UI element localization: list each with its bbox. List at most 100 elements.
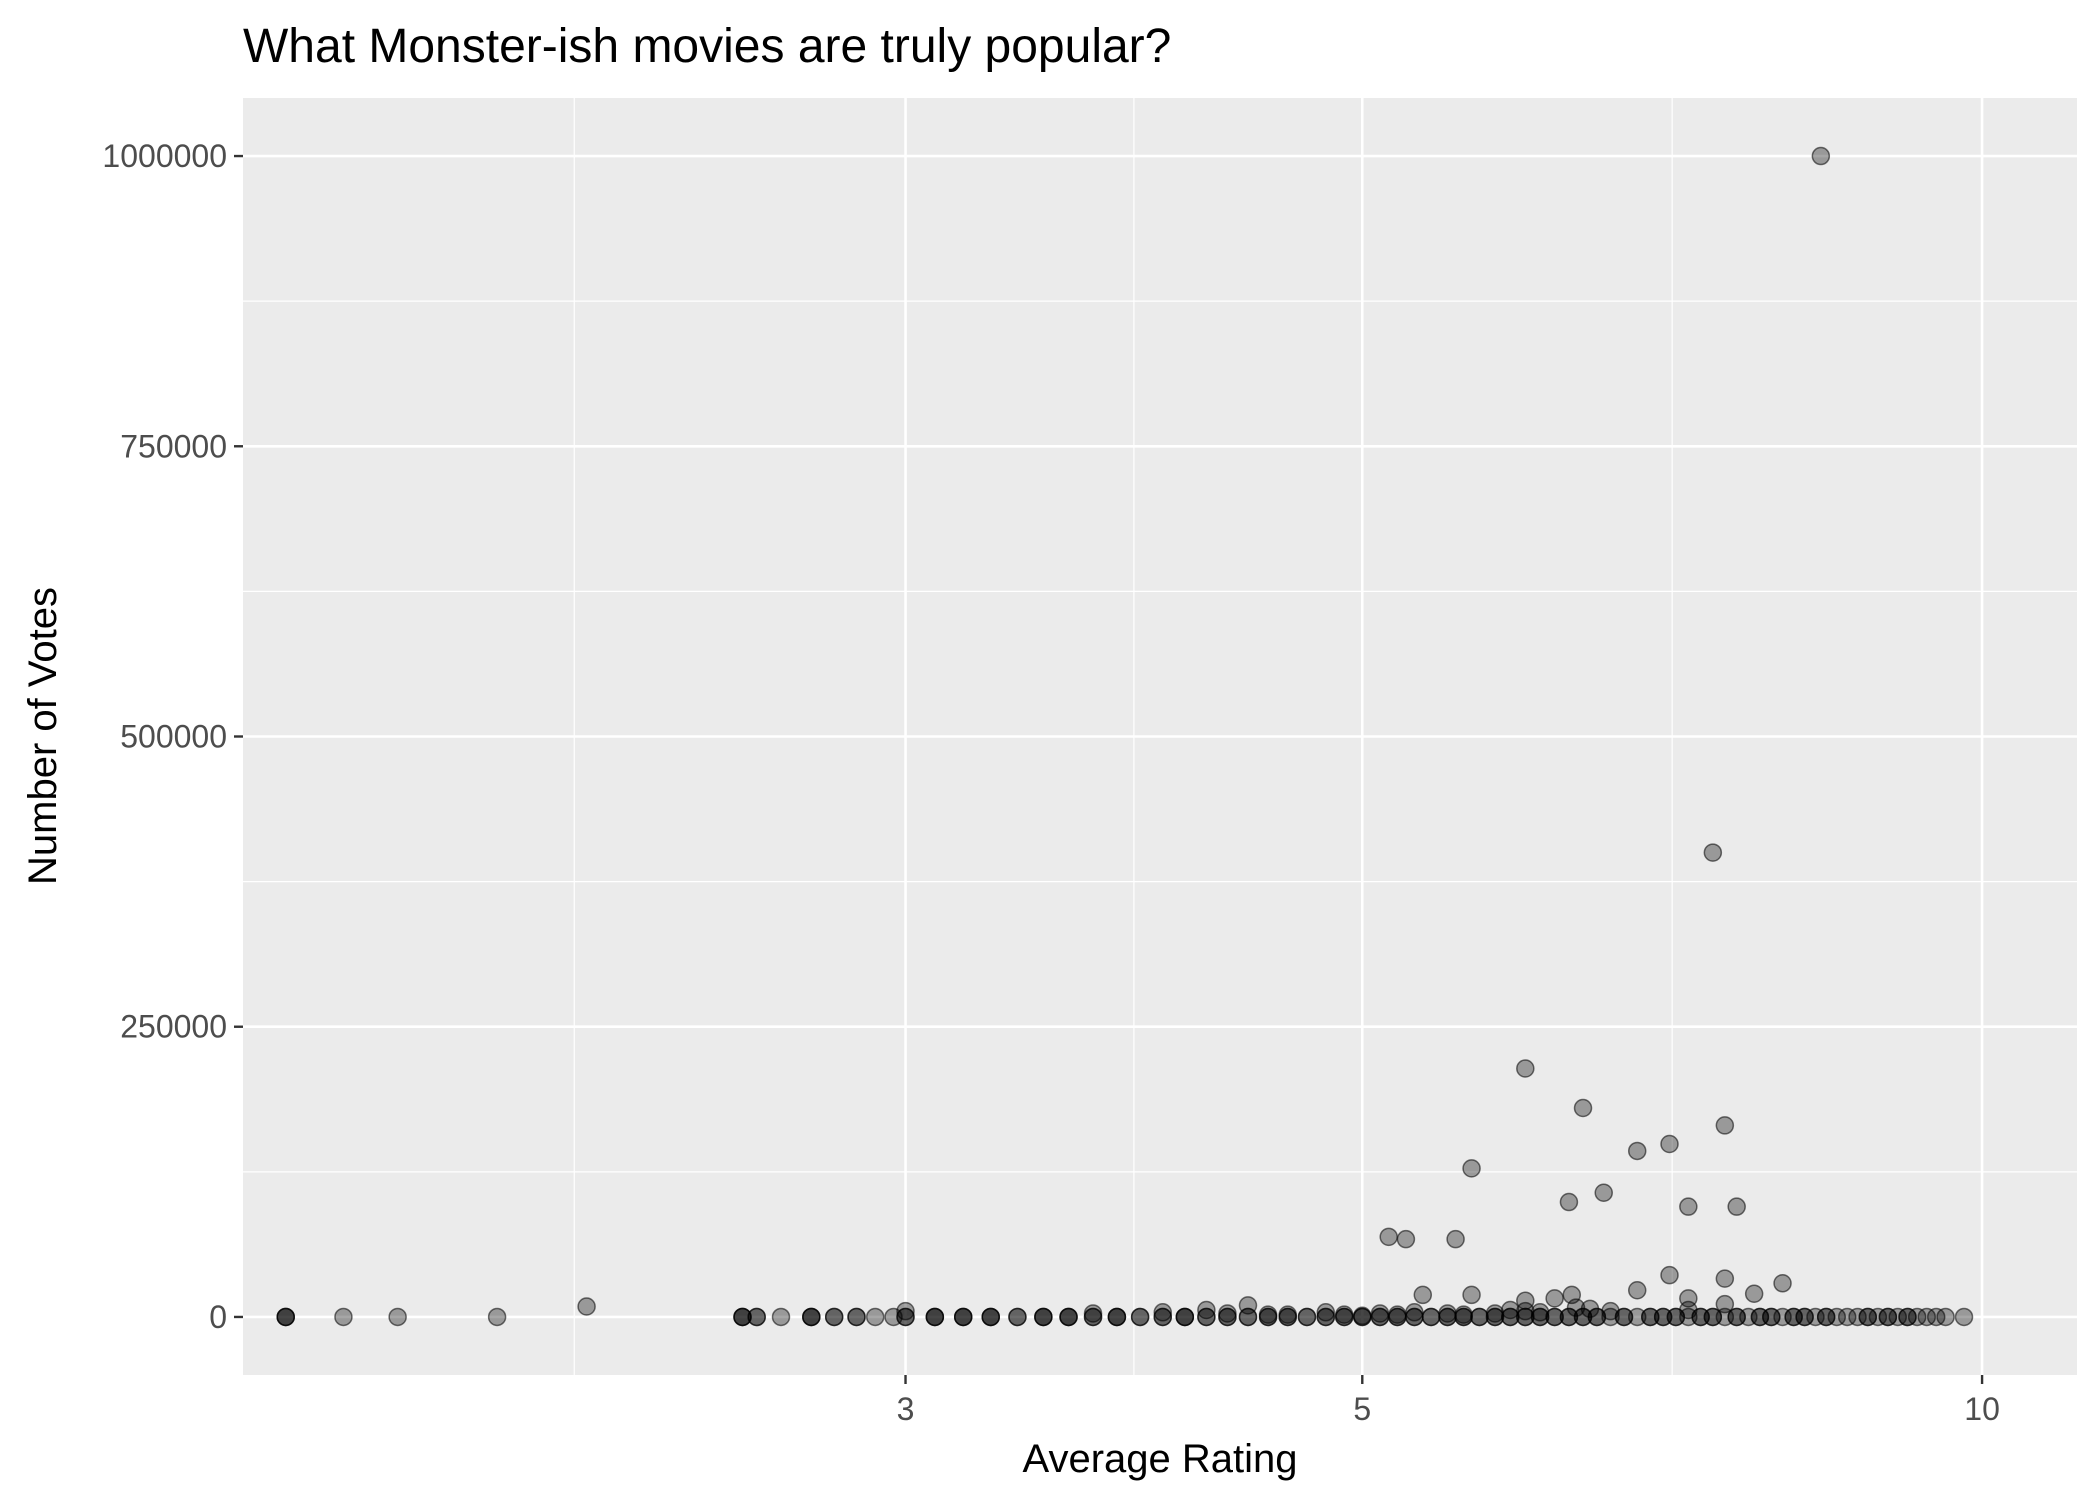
data-point [1868,1307,1888,1327]
data-point [1907,1307,1927,1327]
y-tick-label: 500000 [120,719,227,755]
data-point [1878,1307,1898,1327]
data-point [1888,1307,1907,1327]
data-point [1936,1307,1955,1327]
data-point [334,1307,353,1327]
data-point [1258,1305,1278,1324]
data-point [802,1307,821,1327]
data-point [1379,1227,1398,1247]
data-point [1559,1307,1579,1327]
data-point [1715,1294,1735,1314]
data-point [1954,1307,1974,1327]
x-tick-label: 10 [1964,1391,2000,1427]
data-point [1641,1307,1660,1327]
data-point [1545,1307,1564,1327]
data-point [925,1307,945,1327]
data-point [1316,1303,1336,1322]
data-point [824,1307,844,1327]
data-point [1660,1134,1679,1154]
data-point [1370,1304,1390,1323]
major-gridlines [243,98,2077,1375]
data-point [1083,1304,1103,1323]
data-point [1653,1307,1673,1327]
y-axis-title: Number of Votes [21,587,65,885]
data-point [1530,1307,1550,1327]
data-point [1334,1305,1354,1324]
data-point [1516,1059,1535,1078]
data-point [1679,1197,1698,1216]
data-point [1485,1304,1505,1323]
data-point [1627,1307,1647,1327]
data-point [388,1307,407,1327]
data-point [276,1307,295,1327]
data-point [1197,1300,1216,1320]
data-point [1516,1291,1535,1310]
data-point [1454,1305,1473,1324]
data-point [1438,1304,1457,1323]
data-points [276,146,1974,1327]
x-tick-label: 5 [1353,1391,1371,1427]
data-point [1353,1306,1372,1326]
data-point [1811,146,1831,166]
data-point [1470,1307,1489,1327]
data-point [865,1307,885,1327]
data-point [1926,1307,1946,1327]
data-point [733,1307,752,1327]
y-axis: 0 250000 500000 750000 1000000 [102,138,243,1335]
data-point [1530,1303,1550,1322]
data-point [577,1297,596,1316]
data-point [1278,1305,1297,1324]
data-point [1238,1296,1258,1315]
x-axis-title: Average Rating [1023,1437,1298,1481]
data-point [847,1307,866,1327]
data-point [1421,1307,1441,1327]
data-point [1573,1098,1593,1118]
data-point [1806,1307,1825,1327]
data-point [1614,1307,1634,1327]
data-point [896,1301,915,1321]
data-point [1627,1141,1647,1161]
data-point [1773,1274,1792,1293]
data-point [1848,1307,1867,1327]
data-point [771,1307,791,1327]
data-point [1462,1159,1481,1178]
data-point [1601,1301,1620,1321]
data-point [1744,1284,1764,1303]
data-point [1594,1183,1613,1202]
x-axis: 3 5 10 [897,1375,2000,1427]
data-point [1837,1307,1857,1327]
data-point [1715,1116,1735,1135]
data-point [1153,1307,1173,1327]
data-point [1715,1269,1735,1288]
y-tick-label: 1000000 [102,138,227,174]
data-point [1601,1307,1620,1327]
y-tick-label: 0 [209,1299,227,1335]
data-point [953,1307,973,1327]
data-point [1858,1307,1878,1327]
data-point [1130,1307,1150,1327]
data-point [1405,1303,1424,1322]
data-point [1153,1303,1173,1322]
data-point [1388,1305,1407,1324]
data-point [1566,1298,1586,1317]
y-tick-label: 250000 [120,1009,227,1045]
data-point [1107,1307,1127,1327]
data-point [1816,1307,1836,1327]
data-point [1034,1307,1053,1327]
data-point [1660,1265,1679,1285]
data-point [981,1307,1000,1327]
data-point [1559,1192,1579,1212]
data-point [747,1307,766,1327]
data-point [1059,1307,1078,1327]
data-point [1297,1307,1317,1327]
data-point [1545,1289,1564,1308]
data-point [1501,1300,1520,1320]
data-point [1827,1307,1847,1327]
data-point [1396,1229,1416,1249]
chart-title: What Monster-ish movies are truly popula… [243,20,1171,73]
data-point [1218,1304,1237,1323]
data-point [1316,1307,1336,1327]
y-tick-label: 750000 [120,428,227,464]
data-point [1413,1285,1433,1305]
